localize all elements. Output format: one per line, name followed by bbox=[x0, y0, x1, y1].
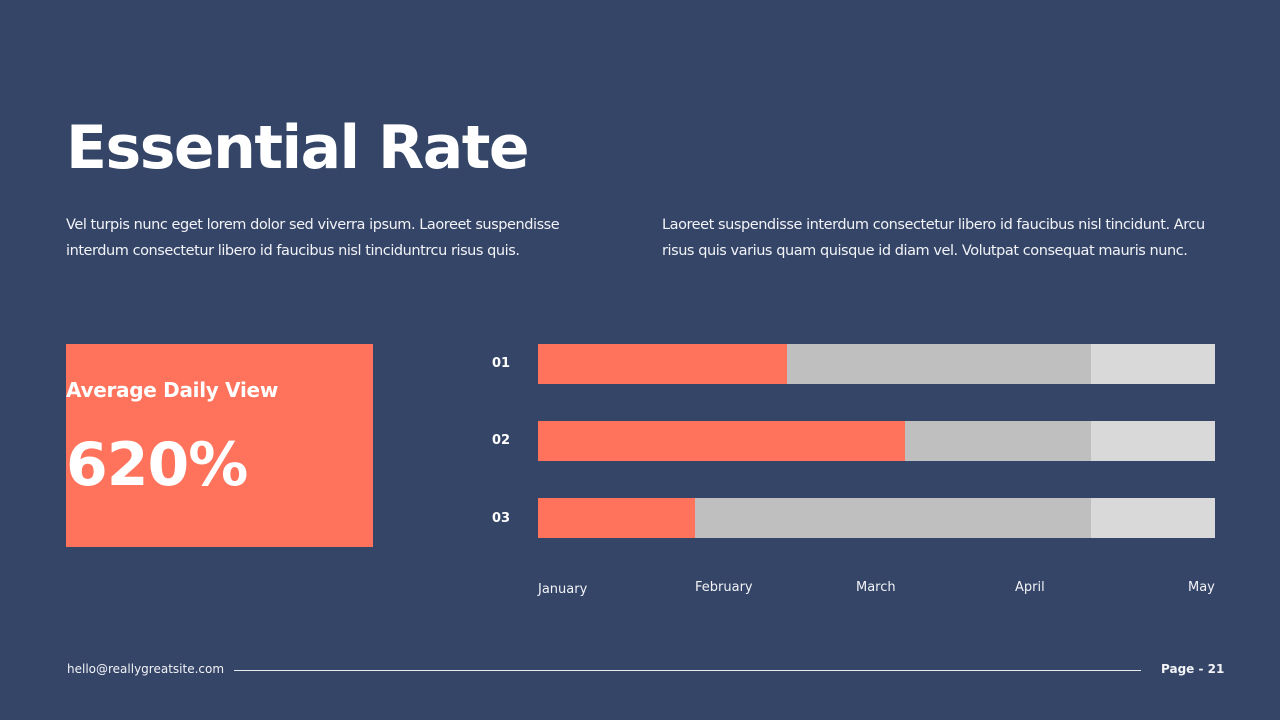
page-number: Page - 21 bbox=[1161, 662, 1225, 676]
row-label: 02 bbox=[491, 433, 511, 448]
row-label: 01 bbox=[491, 356, 511, 371]
bar-segment-secondary bbox=[905, 421, 1092, 461]
bar-segment-primary bbox=[538, 421, 906, 461]
bar-segment-secondary bbox=[695, 498, 1092, 538]
row-label: 03 bbox=[491, 511, 511, 526]
stat-label: Average Daily View bbox=[66, 378, 279, 402]
bar-segment-remainder bbox=[1091, 498, 1215, 538]
bar-row bbox=[538, 498, 1215, 538]
bar-row bbox=[538, 344, 1215, 384]
x-tick-label: May bbox=[1188, 580, 1215, 595]
stat-card bbox=[66, 344, 373, 547]
x-tick-label: April bbox=[1015, 580, 1045, 595]
intro-paragraph-right: Laoreet suspendisse interdum consectetur… bbox=[662, 217, 1205, 259]
footer-divider bbox=[234, 670, 1141, 671]
bar-segment-secondary bbox=[786, 344, 1092, 384]
x-tick-label: March bbox=[856, 580, 896, 595]
bar-row bbox=[538, 421, 1215, 461]
bar-segment-primary bbox=[538, 498, 696, 538]
bar-segment-remainder bbox=[1091, 344, 1215, 384]
x-tick-label: February bbox=[695, 580, 753, 595]
footer-email: hello@reallygreatsite.com bbox=[67, 662, 225, 676]
x-tick-label: January bbox=[538, 582, 588, 597]
bar-segment-primary bbox=[538, 344, 787, 384]
bar-segment-remainder bbox=[1091, 421, 1215, 461]
intro-paragraph-left: Vel turpis nunc eget lorem dolor sed viv… bbox=[66, 217, 560, 259]
stat-value: 620% bbox=[66, 430, 248, 500]
slide-title: Essential Rate bbox=[66, 113, 530, 183]
